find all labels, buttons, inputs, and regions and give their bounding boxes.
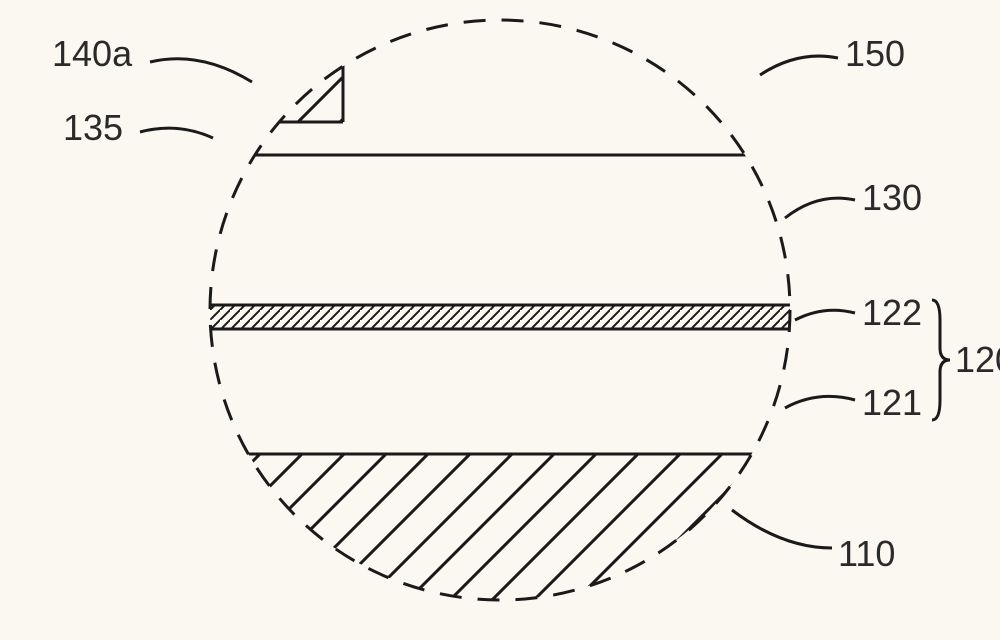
brace-120	[932, 300, 950, 420]
layer-130	[200, 155, 800, 305]
label-150: 150	[845, 33, 905, 74]
label-130: 130	[862, 177, 922, 218]
layer-121	[200, 329, 800, 454]
leader-110	[732, 510, 832, 548]
label-122: 122	[862, 292, 922, 333]
layers-group	[160, 20, 840, 614]
layer-110	[200, 454, 800, 614]
label-135: 135	[63, 107, 123, 148]
layer-135	[200, 122, 800, 155]
leader-130	[785, 198, 855, 218]
leader-150	[760, 56, 838, 75]
label-110: 110	[838, 533, 895, 574]
label-140a: 140a	[52, 33, 133, 74]
label-120: 120	[955, 339, 1000, 380]
leader-122	[795, 310, 855, 320]
label-121: 121	[862, 382, 922, 423]
diagram-svg: 150 140a 135 130 122 121 110 120	[0, 0, 1000, 640]
layer-150	[200, 20, 800, 122]
leader-140a	[150, 59, 252, 82]
leader-135	[140, 128, 213, 138]
leader-121	[785, 396, 855, 408]
layer-122	[200, 305, 800, 329]
